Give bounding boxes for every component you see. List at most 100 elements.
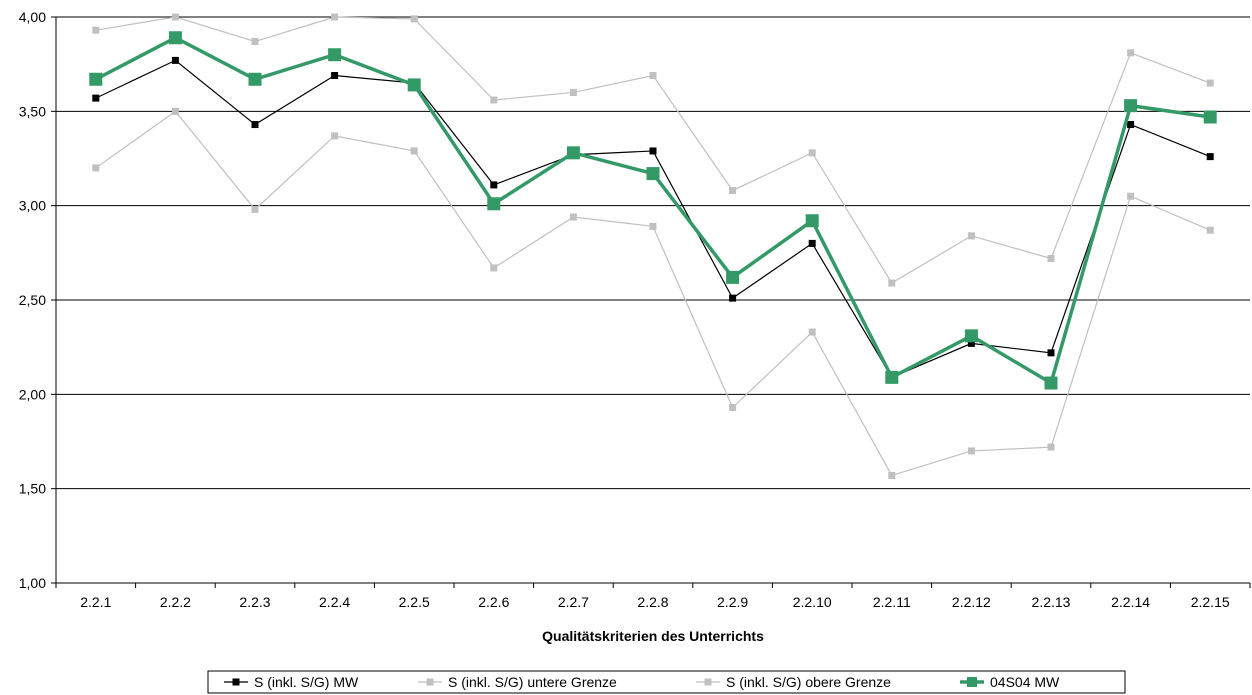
legend-frame bbox=[207, 670, 1126, 694]
x-tick-label: 2.2.5 bbox=[399, 594, 430, 610]
data-point bbox=[967, 339, 975, 347]
axes-layer: 1,00 1,50 2,00 2,50 3,00 3,50 4,00 2.2.1 2.2.2 2.… bbox=[19, 9, 1251, 610]
y-tick-label: 1,00 bbox=[19, 575, 46, 591]
data-point bbox=[251, 205, 259, 213]
data-point bbox=[569, 213, 577, 221]
legend-label: 04S04 MW bbox=[990, 674, 1060, 690]
data-point bbox=[331, 13, 339, 21]
data-point bbox=[808, 149, 816, 157]
x-tick-label: 2.2.15 bbox=[1191, 594, 1230, 610]
grid-layer bbox=[56, 16, 1250, 490]
data-point bbox=[1047, 443, 1055, 451]
series-0 bbox=[92, 56, 1214, 381]
x-axis-title: Qualitätskriterien des Unterrichts bbox=[542, 628, 764, 644]
y-tick-label: 3,00 bbox=[19, 198, 46, 214]
y-tick-label: 3,50 bbox=[19, 103, 46, 119]
data-point bbox=[967, 232, 975, 240]
data-point bbox=[885, 370, 899, 384]
x-tick-label: 2.2.7 bbox=[558, 594, 589, 610]
x-tick-label: 2.2.14 bbox=[1111, 594, 1150, 610]
series-layer bbox=[89, 13, 1217, 479]
data-point bbox=[407, 78, 421, 92]
legend-item: S (inkl. S/G) untere Grenze bbox=[418, 674, 617, 690]
legend-swatch-marker bbox=[704, 678, 712, 686]
data-point bbox=[1127, 192, 1135, 200]
data-point bbox=[967, 447, 975, 455]
data-point bbox=[251, 121, 259, 129]
x-tick-label: 2.2.12 bbox=[952, 594, 991, 610]
x-tick-label: 2.2.4 bbox=[319, 594, 350, 610]
data-point bbox=[569, 88, 577, 96]
data-point bbox=[487, 197, 501, 211]
data-point bbox=[1203, 110, 1217, 124]
x-tick-label: 2.2.10 bbox=[793, 594, 832, 610]
data-point bbox=[729, 404, 737, 412]
x-tick-label: 2.2.11 bbox=[873, 594, 911, 610]
data-point bbox=[490, 96, 498, 104]
legend-swatch-marker bbox=[967, 677, 977, 687]
data-point bbox=[1127, 121, 1135, 129]
series-2 bbox=[92, 13, 1214, 287]
data-point bbox=[1206, 79, 1214, 87]
data-point bbox=[410, 147, 418, 155]
data-point bbox=[92, 94, 100, 102]
data-point bbox=[89, 72, 103, 86]
data-point bbox=[888, 471, 896, 479]
data-point bbox=[1047, 254, 1055, 262]
y-tick-label: 4,00 bbox=[19, 9, 46, 25]
data-point bbox=[171, 13, 179, 21]
series-3 bbox=[89, 31, 1217, 390]
data-point bbox=[566, 146, 580, 160]
y-tick-label: 1,50 bbox=[19, 481, 46, 497]
data-point bbox=[331, 132, 339, 140]
legend-label: S (inkl. S/G) MW bbox=[254, 674, 359, 690]
legend-item: 04S04 MW bbox=[960, 674, 1060, 690]
data-point bbox=[1206, 153, 1214, 161]
x-tick-label: 2.2.6 bbox=[478, 594, 509, 610]
data-point bbox=[726, 270, 740, 284]
data-point bbox=[331, 71, 339, 79]
data-point bbox=[1206, 226, 1214, 234]
x-tick-label: 2.2.13 bbox=[1032, 594, 1071, 610]
data-point bbox=[649, 147, 657, 155]
data-point bbox=[410, 15, 418, 23]
x-tick-label: 2.2.3 bbox=[239, 594, 270, 610]
chart-legend: S (inkl. S/G) MW S (inkl. S/G) untere Gre… bbox=[207, 670, 1126, 694]
data-point bbox=[964, 329, 978, 343]
data-point bbox=[649, 222, 657, 230]
data-point bbox=[729, 187, 737, 195]
data-point bbox=[1127, 49, 1135, 57]
data-point bbox=[1047, 349, 1055, 357]
x-tick-label: 2.2.1 bbox=[80, 594, 111, 610]
data-point bbox=[248, 72, 262, 86]
y-tick-label: 2,50 bbox=[19, 292, 46, 308]
legend-items: S (inkl. S/G) MW S (inkl. S/G) untere Gre… bbox=[224, 674, 1060, 690]
x-tick-label: 2.2.8 bbox=[637, 594, 668, 610]
data-point bbox=[251, 38, 259, 46]
series-1 bbox=[92, 107, 1214, 479]
legend-item: S (inkl. S/G) obere Grenze bbox=[696, 674, 891, 690]
data-point bbox=[888, 279, 896, 287]
data-point bbox=[1124, 99, 1138, 113]
data-point bbox=[808, 328, 816, 336]
data-point bbox=[808, 239, 816, 247]
data-point bbox=[92, 164, 100, 172]
data-point bbox=[490, 181, 498, 189]
data-point bbox=[1044, 376, 1058, 390]
legend-swatch-marker bbox=[426, 678, 434, 686]
data-point bbox=[729, 294, 737, 302]
data-point bbox=[92, 26, 100, 34]
data-point bbox=[171, 107, 179, 115]
data-point bbox=[649, 71, 657, 79]
x-tick-label: 2.2.2 bbox=[160, 594, 191, 610]
x-tick-label: 2.2.9 bbox=[717, 594, 748, 610]
data-point bbox=[646, 167, 660, 181]
legend-swatch-marker bbox=[232, 678, 240, 686]
data-point bbox=[328, 48, 342, 62]
data-point bbox=[805, 214, 819, 228]
data-point bbox=[168, 31, 182, 45]
legend-label: S (inkl. S/G) untere Grenze bbox=[448, 674, 617, 690]
legend-label: S (inkl. S/G) obere Grenze bbox=[726, 674, 891, 690]
legend-item: S (inkl. S/G) MW bbox=[224, 674, 359, 690]
